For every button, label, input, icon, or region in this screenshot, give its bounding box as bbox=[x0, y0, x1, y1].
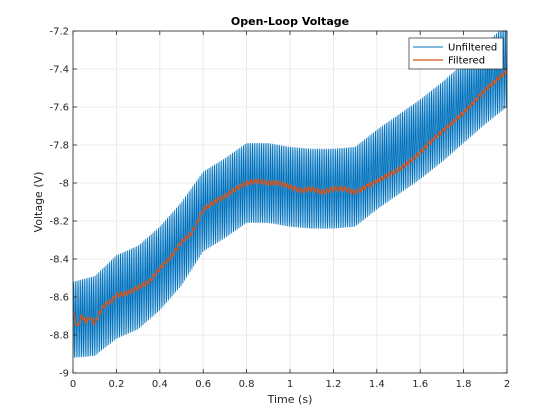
y-tick-labels: -9 -8.8 -8.6 -8.4 -8.2 -8 -7.8 -7.6 -7.4 -7.2 bbox=[49, 27, 69, 380]
x-tick-label: 0.8 bbox=[239, 379, 255, 390]
y-axis-label: Voltage (V) bbox=[32, 172, 45, 233]
legend-label-filtered: Filtered bbox=[448, 56, 485, 67]
y-tick-label: -9 bbox=[59, 369, 69, 380]
legend-box bbox=[408, 37, 504, 70]
x-tick-labels: 0 0.2 0.4 0.6 0.8 1 1.2 1.4 1.6 1.8 2 bbox=[70, 379, 510, 390]
x-tick-label: 1.4 bbox=[369, 379, 385, 390]
series-line-filtered bbox=[73, 70, 507, 327]
y-tick-label: -8.8 bbox=[49, 331, 69, 342]
y-tick-label: -8.4 bbox=[49, 255, 69, 266]
axis-ticks bbox=[72, 30, 508, 374]
x-tick-label: 1.2 bbox=[325, 379, 341, 390]
y-tick-label: -7.8 bbox=[49, 141, 69, 152]
y-tick-label: -7.2 bbox=[49, 27, 69, 38]
y-tick-label: -7.4 bbox=[49, 65, 69, 76]
y-tick-label: -8.6 bbox=[49, 293, 69, 304]
x-tick-label: 1 bbox=[287, 379, 293, 390]
x-tick-label: 0.2 bbox=[108, 379, 124, 390]
x-tick-label: 2 bbox=[504, 379, 510, 390]
y-tick-label: -8.2 bbox=[49, 217, 69, 228]
legend-label-unfiltered: Unfiltered bbox=[448, 43, 497, 54]
x-tick-label: 0.6 bbox=[195, 379, 211, 390]
y-tick-label: -8 bbox=[59, 179, 69, 190]
legend: Unfiltered Filtered bbox=[408, 37, 504, 70]
x-tick-label: 1.6 bbox=[412, 379, 428, 390]
x-tick-label: 0.4 bbox=[152, 379, 168, 390]
x-axis-label: Time (s) bbox=[267, 393, 313, 406]
x-tick-label: 0 bbox=[70, 379, 76, 390]
y-tick-label: -7.6 bbox=[49, 103, 69, 114]
chart-title: Open-Loop Voltage bbox=[231, 15, 349, 28]
x-tick-label: 1.8 bbox=[456, 379, 472, 390]
